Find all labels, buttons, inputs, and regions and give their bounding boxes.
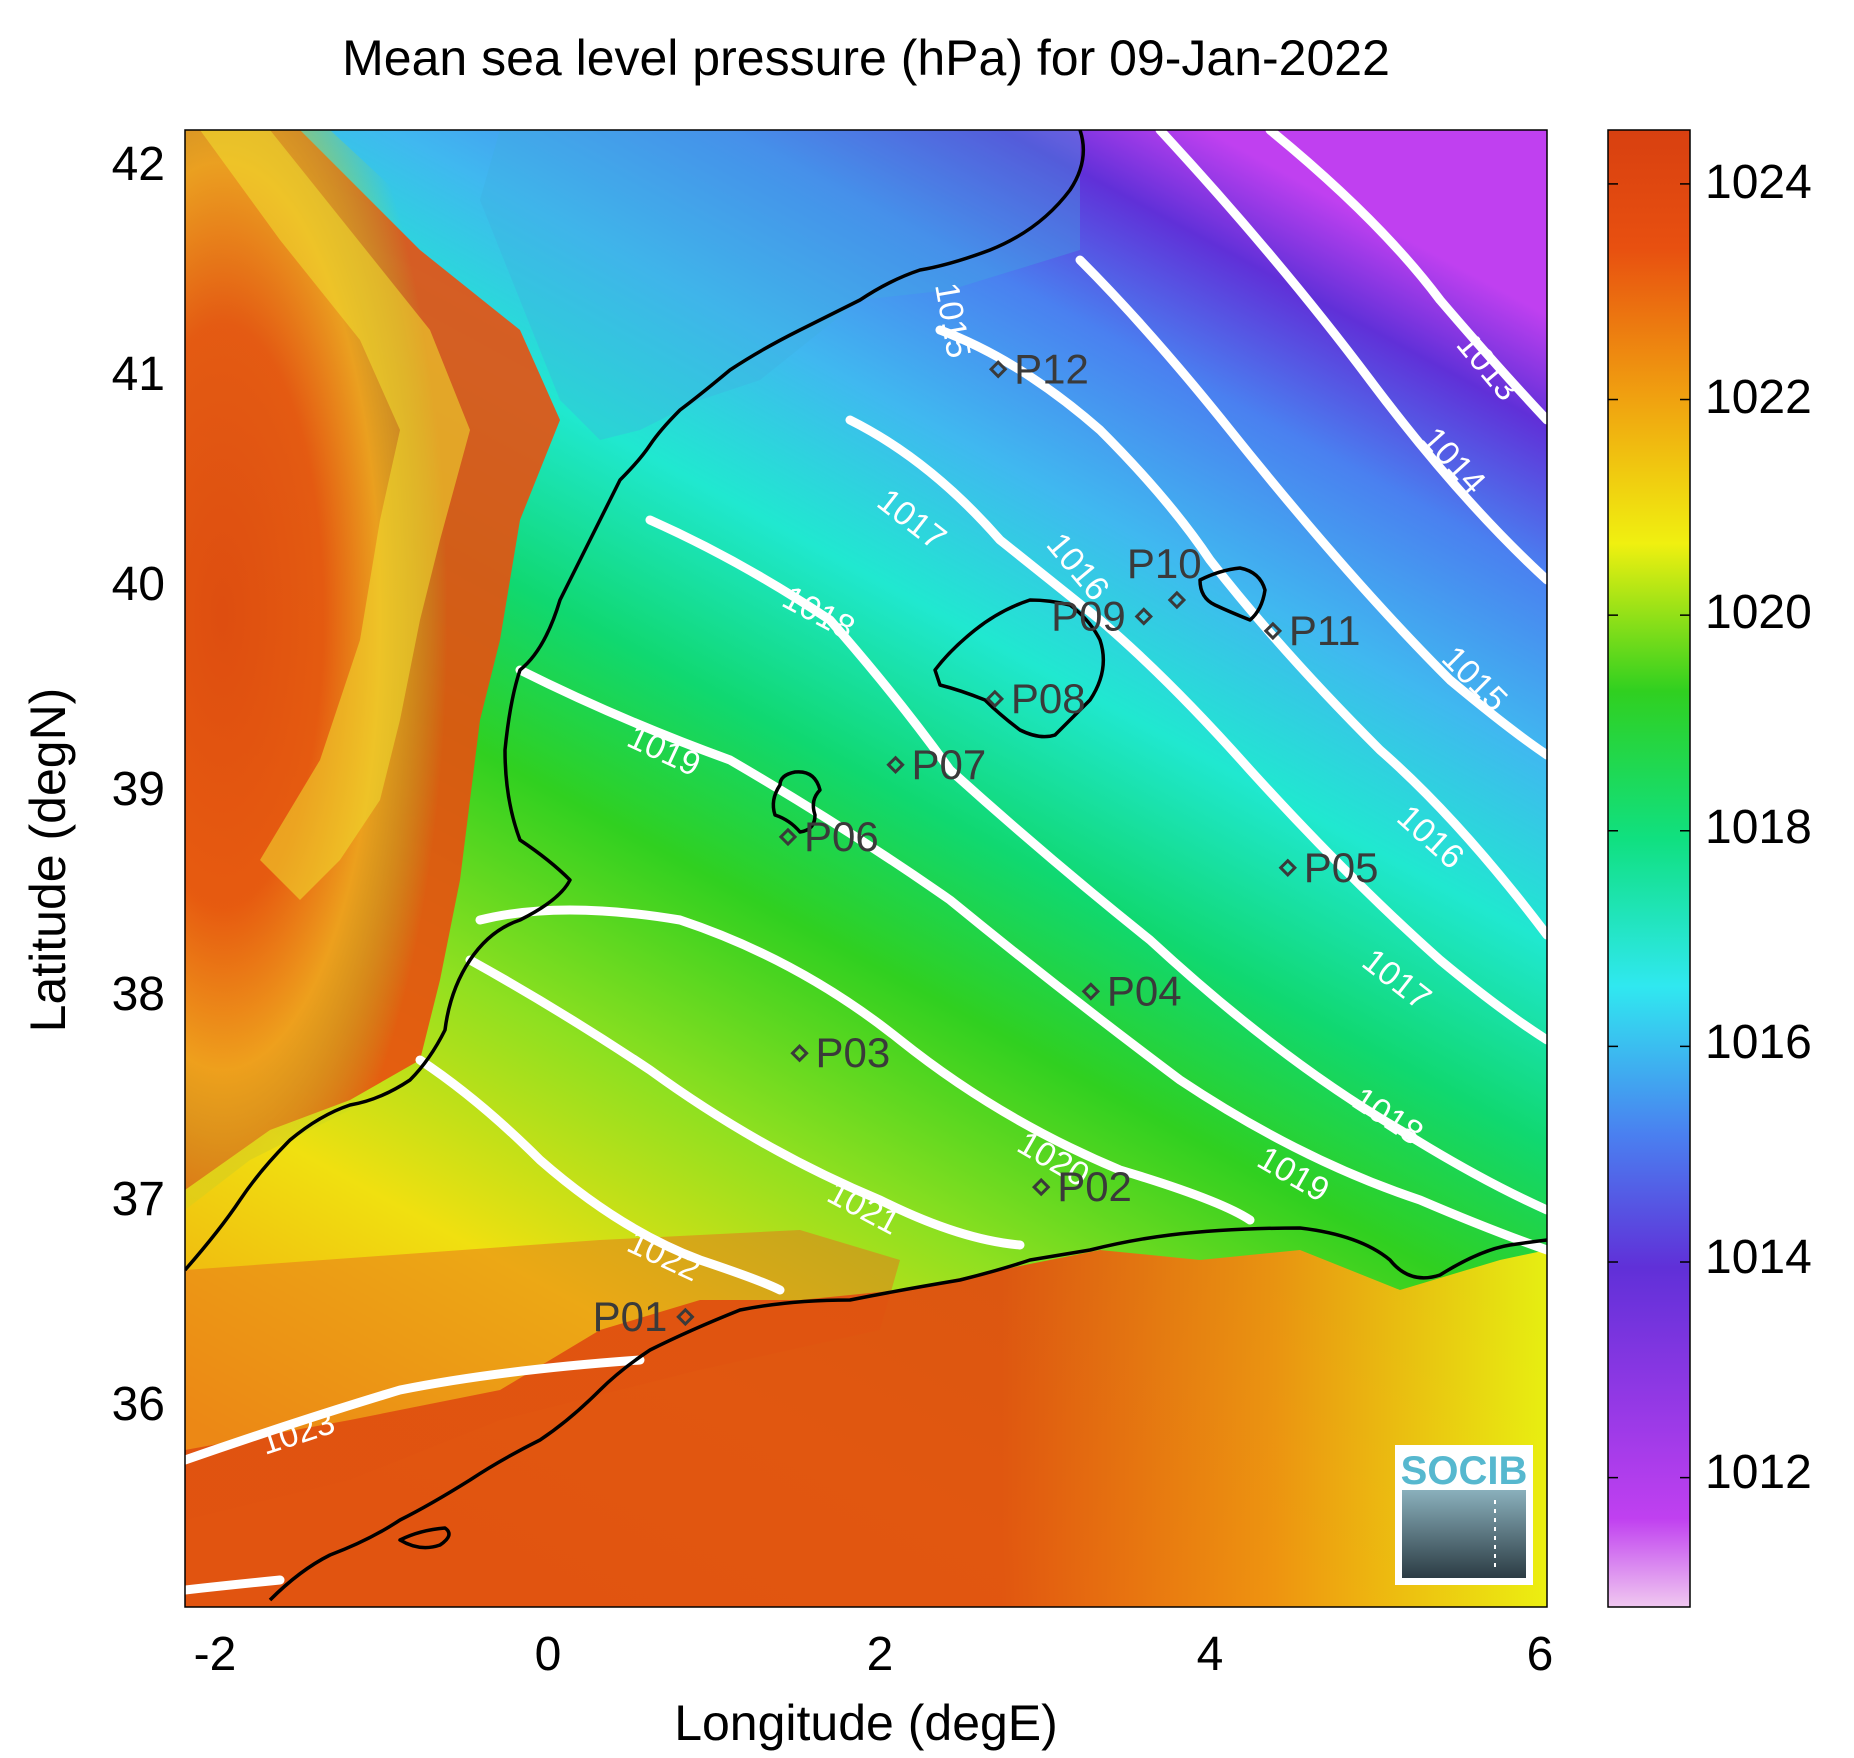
y-tick-label: 39 — [112, 763, 165, 816]
map-title: Mean sea level pressure (hPa) for 09-Jan… — [342, 30, 1390, 86]
station-label: P02 — [1057, 1163, 1132, 1210]
station-marker — [1167, 590, 1187, 610]
station-label: P03 — [816, 1029, 891, 1076]
station-label: P12 — [1014, 345, 1089, 392]
colorbar: 1024 1022 1020 1018 1016 1014 1012 — [1607, 129, 1812, 1608]
y-tick-label: 41 — [112, 348, 165, 401]
logo-image — [1402, 1490, 1526, 1578]
station-marker — [1278, 858, 1297, 877]
colorbar-tick-label: 1014 — [1705, 1231, 1812, 1284]
colorbar-tick-label: 1022 — [1705, 371, 1812, 424]
station-label: P05 — [1304, 844, 1379, 891]
y-axis: 42 41 40 39 38 37 36 Latitude (degN) — [20, 138, 165, 1431]
station-label: P09 — [1051, 592, 1126, 639]
station-label: P11 — [1289, 607, 1361, 654]
colorbar-tick-label: 1016 — [1705, 1016, 1812, 1069]
station-marker — [1081, 982, 1101, 1001]
station-marker — [790, 1044, 809, 1063]
x-axis-label: Longitude (degE) — [674, 1695, 1058, 1751]
station-label: P08 — [1011, 675, 1086, 722]
station-marker — [778, 827, 798, 847]
y-axis-label: Latitude (degN) — [20, 688, 76, 1033]
station-marker — [1263, 621, 1283, 641]
y-tick-label: 36 — [112, 1378, 165, 1431]
station-label: P04 — [1107, 967, 1182, 1014]
y-tick-label: 42 — [112, 138, 165, 191]
colorbar-tick-label: 1020 — [1705, 586, 1812, 639]
alboran-island — [398, 1526, 451, 1550]
plot-frame — [184, 129, 1548, 1608]
x-tick-label: -2 — [194, 1628, 237, 1681]
colorbar-tick-label: 1018 — [1705, 801, 1812, 854]
station-label: P10 — [1127, 540, 1202, 587]
mallorca-island — [933, 598, 1106, 739]
station-label: P07 — [912, 741, 987, 788]
coastline — [185, 130, 1547, 1602]
y-tick-label: 37 — [112, 1173, 165, 1226]
x-tick-label: 2 — [867, 1628, 894, 1681]
station-marker — [676, 1307, 695, 1327]
isobars — [185, 130, 1547, 1595]
station-label: P01 — [593, 1293, 668, 1340]
station-marker — [988, 360, 1008, 379]
x-tick-label: 0 — [535, 1628, 562, 1681]
colorbar-tick-label: 1012 — [1705, 1446, 1812, 1499]
station-marker — [985, 689, 1005, 709]
x-tick-label: 6 — [1527, 1628, 1554, 1681]
menorca-island — [1198, 566, 1267, 622]
colorbar-tick-label: 1024 — [1705, 156, 1812, 209]
islands — [398, 566, 1267, 1550]
y-tick-label: 40 — [112, 558, 165, 611]
x-axis: -2 0 2 4 6 Longitude (degE) — [194, 1628, 1554, 1751]
station-marker — [886, 755, 905, 774]
station-label: P06 — [804, 813, 879, 860]
station-marker — [1031, 1177, 1051, 1197]
colorbar-scale — [1607, 129, 1691, 1608]
y-tick-label: 38 — [112, 968, 165, 1021]
logo-text: SOCIB — [1401, 1449, 1528, 1493]
x-tick-label: 4 — [1197, 1628, 1224, 1681]
ibiza-island — [771, 770, 822, 834]
pressure-field: 1013 1014 1015 1016 1017 1018 1019 1015 … — [185, 130, 1547, 1607]
station-marker — [1134, 607, 1153, 626]
socib-logo: SOCIB — [1395, 1445, 1533, 1585]
